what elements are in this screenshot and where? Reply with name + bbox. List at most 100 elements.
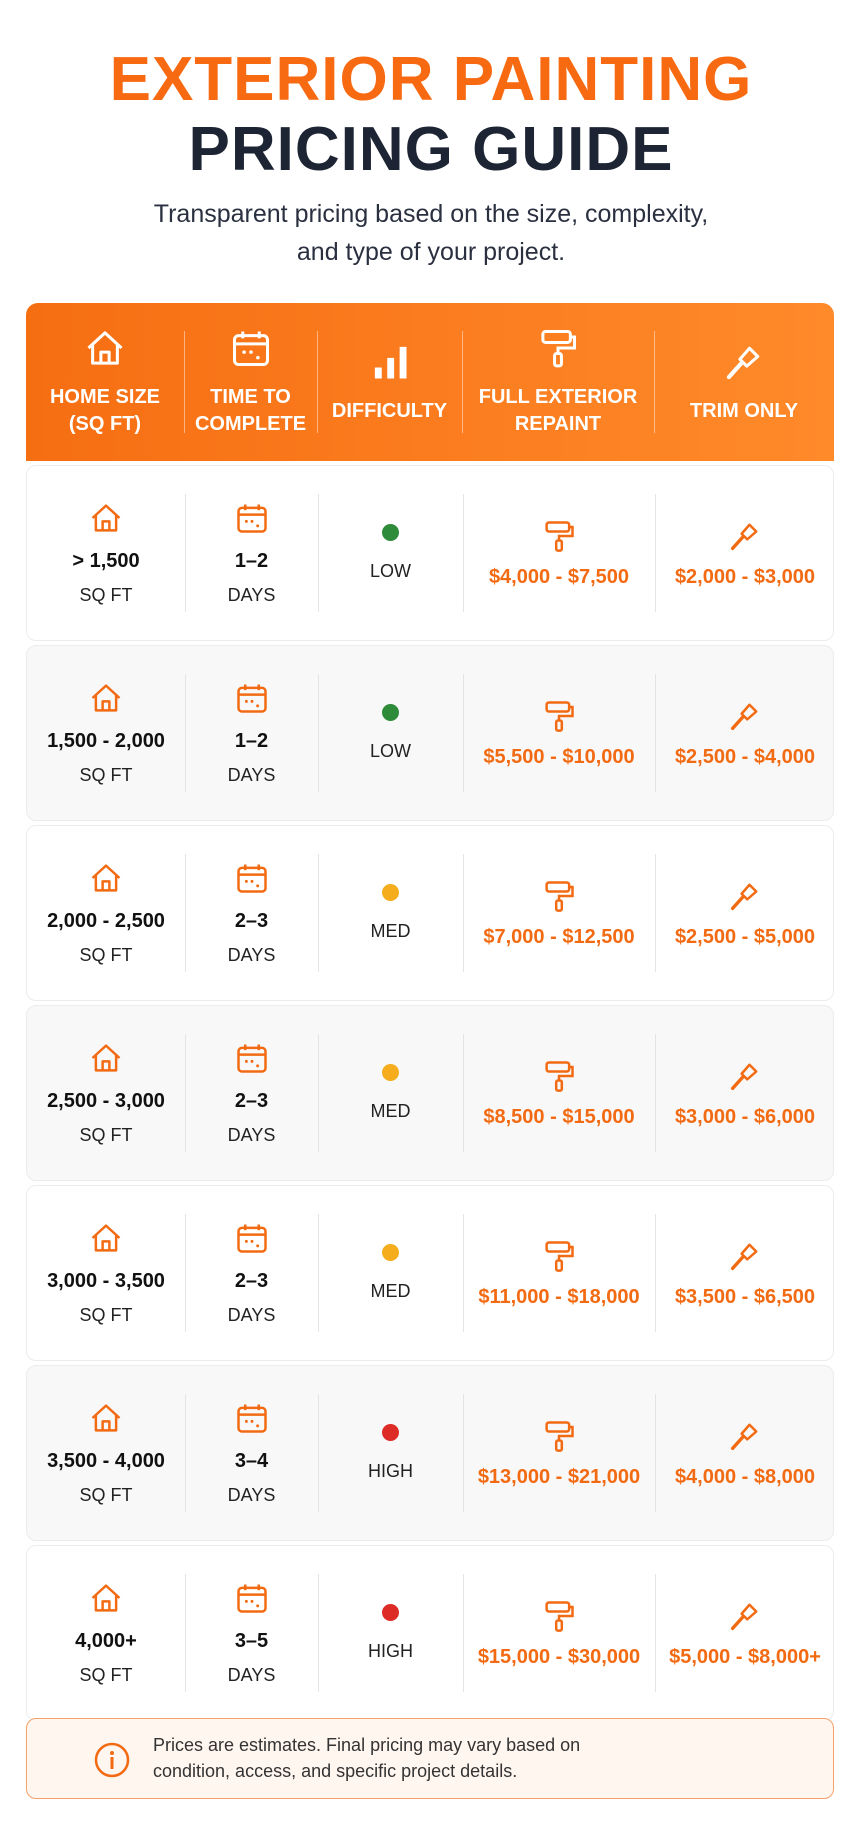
full-price: $11,000 - $18,000 — [478, 1285, 640, 1308]
icon — [91, 1044, 121, 1072]
size-cell: 2,000 - 2,500 SQ FT — [27, 826, 185, 1000]
header-cell: TRIM ONLY — [654, 303, 834, 461]
icon — [236, 684, 267, 713]
table-row: 3,000 - 3,500 SQ FT 2–3 DAYS MED $11,000 - $1… — [26, 1185, 834, 1361]
home-size: 3,000 - 3,500 — [47, 1270, 165, 1292]
icon — [730, 1063, 758, 1090]
time-cell: 1–2 DAYS — [185, 466, 318, 640]
time: 3–5 — [234, 1630, 269, 1652]
time-cell: 2–3 DAYS — [185, 1006, 318, 1180]
difficulty-cell: MED — [318, 826, 463, 1000]
time-unit: DAYS — [227, 1485, 276, 1505]
header-label: HOME SIZE (SQ FT) — [50, 384, 160, 438]
size-unit: SQ FT — [79, 1665, 133, 1685]
difficulty-dot — [382, 1064, 399, 1081]
trim-price: $2,000 - $3,000 — [674, 565, 816, 588]
full-price: $5,500 - $10,000 — [483, 745, 635, 768]
subtitle: Transparent pricing based on the size, c… — [153, 200, 709, 228]
header-text: TRIM ONLY — [689, 399, 799, 422]
header-text: TIME TO — [210, 386, 291, 408]
full-price: $15,000 - $30,000 — [477, 1645, 641, 1668]
trim-cell: $3,000 - $6,000 — [655, 1006, 835, 1180]
icon — [91, 1404, 121, 1432]
difficulty-dot — [382, 1424, 399, 1441]
full-cell: $8,500 - $15,000 — [463, 1006, 655, 1180]
trim-price: $4,000 - $8,000 — [674, 1465, 816, 1488]
icon — [545, 1240, 574, 1272]
icon — [730, 1423, 758, 1450]
size-cell: > 1,500 SQ FT — [27, 466, 185, 640]
icon — [236, 1224, 267, 1253]
size-unit: SQ FT — [79, 945, 133, 965]
icon — [726, 346, 760, 379]
note-text: condition, access, and specific project … — [153, 1761, 518, 1781]
home-size: 1,500 - 2,000 — [47, 730, 165, 752]
note-box: Prices are estimates. Final pricing may … — [26, 1718, 834, 1799]
icon — [545, 520, 574, 552]
info-icon — [94, 1742, 130, 1778]
icon — [545, 700, 574, 732]
icon — [87, 331, 123, 365]
time-unit: DAYS — [227, 1305, 276, 1325]
table-row: 3,500 - 4,000 SQ FT 3–4 DAYS HIGH $13,000 - $… — [26, 1365, 834, 1541]
time-unit: DAYS — [227, 585, 276, 605]
size-unit: SQ FT — [79, 585, 133, 605]
size-unit: SQ FT — [79, 1485, 133, 1505]
icon — [236, 1044, 267, 1073]
icon — [730, 1603, 758, 1630]
trim-cell: $2,500 - $5,000 — [655, 826, 835, 1000]
time: 2–3 — [234, 910, 269, 932]
difficulty: HIGH — [368, 1461, 413, 1481]
trim-price: $3,000 - $6,000 — [674, 1105, 816, 1128]
size-unit: SQ FT — [79, 1125, 133, 1145]
time-cell: 1–2 DAYS — [185, 646, 318, 820]
trim-cell: $2,500 - $4,000 — [655, 646, 835, 820]
icon — [545, 1600, 574, 1632]
full-cell: $11,000 - $18,000 — [463, 1186, 655, 1360]
icon — [91, 684, 121, 712]
full-price: $13,000 - $21,000 — [477, 1465, 641, 1488]
time: 2–3 — [234, 1270, 269, 1292]
time: 2–3 — [234, 1090, 269, 1112]
difficulty: LOW — [369, 741, 411, 761]
title-line: PRICING GUIDE — [188, 115, 674, 184]
home-size: 2,000 - 2,500 — [47, 910, 165, 932]
icon — [236, 1404, 267, 1433]
trim-price: $5,000 - $8,000+ — [669, 1645, 821, 1668]
difficulty-dot — [382, 884, 399, 901]
size-cell: 3,500 - 4,000 SQ FT — [27, 1366, 185, 1540]
header-text: FULL EXTERIOR — [478, 386, 638, 408]
difficulty-cell: MED — [318, 1186, 463, 1360]
icon — [730, 703, 758, 730]
table-row: > 1,500 SQ FT 1–2 DAYS LOW $4,000 - $7,500 $2,… — [26, 465, 834, 641]
header-text: HOME SIZE — [49, 386, 160, 408]
icon — [730, 523, 758, 550]
icon — [236, 504, 267, 533]
icon — [91, 504, 121, 532]
trim-price: $3,500 - $6,500 — [674, 1285, 816, 1308]
trim-cell: $5,000 - $8,000+ — [655, 1546, 835, 1720]
note-text: Prices are estimates. Final pricing may … — [153, 1735, 581, 1755]
full-cell: $15,000 - $30,000 — [463, 1546, 655, 1720]
table-row: 4,000+ SQ FT 3–5 DAYS HIGH $15,000 - $30,000 $… — [26, 1545, 834, 1721]
header-label: TRIM ONLY — [690, 398, 798, 425]
icon — [236, 1584, 267, 1613]
size-cell: 2,500 - 3,000 SQ FT — [27, 1006, 185, 1180]
icon — [730, 883, 758, 910]
trim-cell: $4,000 - $8,000 — [655, 1366, 835, 1540]
header-cell: FULL EXTERIOR REPAINT — [462, 303, 654, 461]
time: 1–2 — [234, 730, 269, 752]
icon — [236, 864, 267, 893]
difficulty-dot — [382, 1244, 399, 1261]
difficulty-cell: MED — [318, 1006, 463, 1180]
table-header: HOME SIZE (SQ FT) TIME TO COMPLETE DIFFICULT… — [26, 303, 834, 461]
difficulty-cell: HIGH — [318, 1546, 463, 1720]
table-row: 2,500 - 3,000 SQ FT 2–3 DAYS MED $8,500 - $15… — [26, 1005, 834, 1181]
time: 3–4 — [234, 1450, 269, 1472]
icon — [91, 1584, 121, 1612]
full-cell: $13,000 - $21,000 — [463, 1366, 655, 1540]
header-cell: DIFFICULTY — [317, 303, 462, 461]
header-label: DIFFICULTY — [332, 398, 447, 425]
header-label: TIME TO COMPLETE — [195, 384, 306, 438]
icon — [545, 880, 574, 912]
